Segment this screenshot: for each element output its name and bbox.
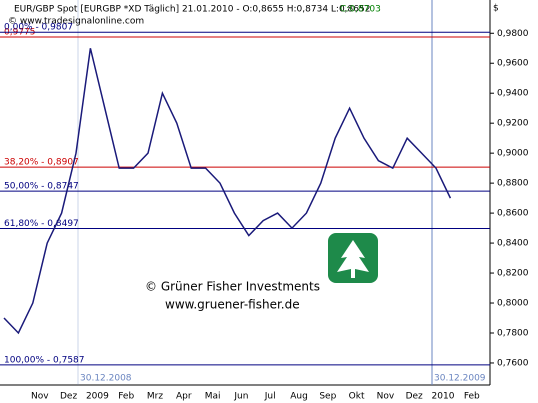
watermark: © Grüner Fisher Investments [145,280,320,294]
x-tick-label: Apr [176,392,192,402]
x-tick-label: Sep [319,392,336,402]
level-label: 38,20% - 0,8907 [4,158,79,168]
y-tick-label: 0,9400 [497,89,529,99]
y-tick-label: 0,7800 [497,328,529,338]
y-tick-label: 0,9000 [497,149,529,159]
date-marker: 30.12.2008 [80,374,132,384]
level-label: 61,80% - 0,8497 [4,219,79,229]
logo [328,233,378,283]
x-tick-label: Mai [205,392,221,402]
y-tick-label: 0,8600 [497,209,529,219]
currency-symbol: $ [493,4,499,14]
x-tick-label: Jun [233,392,248,402]
x-tick-label: Dez [60,392,77,402]
x-tick-label: 2010 [432,392,455,402]
y-tick-label: 0,8000 [497,299,529,309]
source: © www.tradesignalonline.com [8,17,144,27]
x-tick-label: Nov [31,392,49,402]
level-label: 50,00% - 0,8747 [4,182,79,192]
y-tick-label: 0,7600 [497,358,529,368]
y-tick-label: 0,9800 [497,29,529,39]
y-tick-label: 0,9600 [497,59,529,69]
header-close: C:0,8703 [340,5,381,15]
x-tick-label: Nov [377,392,395,402]
y-tick-label: 0,8800 [497,179,529,189]
y-tick-label: 0,8200 [497,269,529,279]
x-tick-label: Mrz [147,392,163,402]
y-tick-label: 0,8400 [497,239,529,249]
y-tick-label: 0,9200 [497,119,529,129]
x-tick-label: Aug [290,392,308,402]
x-tick-label: Jul [264,392,276,402]
date-marker: 30.12.2009 [434,374,486,384]
level-label: 100,00% - 0,7587 [4,355,85,365]
watermark: www.gruener-fisher.de [165,298,300,312]
x-tick-label: Feb [118,392,134,402]
x-tick-label: Dez [406,392,423,402]
x-tick-label: Feb [464,392,480,402]
level-label: 0,00% - 0,9807 [4,23,73,33]
x-tick-label: 2009 [86,392,109,402]
price-line [3,48,452,335]
x-tick-label: Okt [349,392,365,402]
header: EUR/GBP Spot [EURGBP *XD Täglich] 21.01.… [14,5,370,15]
